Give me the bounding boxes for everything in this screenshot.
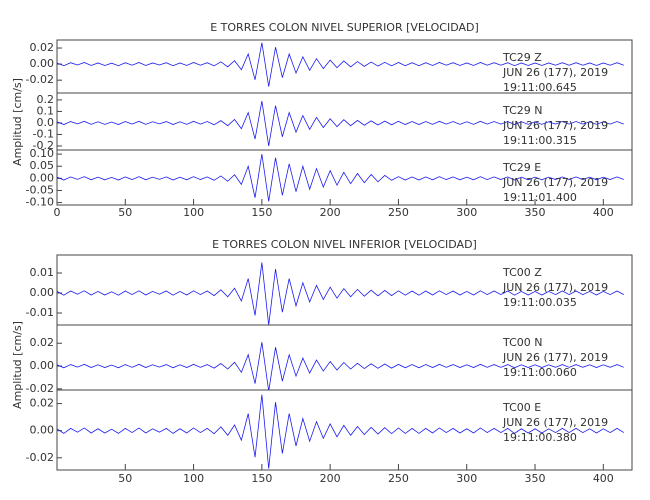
- x-tick-label: 400: [593, 206, 614, 219]
- y-tick-label: 0.10: [30, 147, 55, 160]
- x-tick-label: 300: [456, 472, 477, 485]
- y-axis-label: Amplitud [cm/s]: [11, 78, 24, 166]
- x-tick-label: 200: [320, 472, 341, 485]
- trace-annotation: TC00 N: [502, 336, 542, 349]
- x-tick-label: 350: [525, 206, 546, 219]
- trace-annotation: JUN 26 (177), 2019: [502, 176, 608, 189]
- waveform: [57, 342, 624, 390]
- y-tick-label: 0.00: [30, 57, 55, 70]
- x-tick-label: 300: [456, 206, 477, 219]
- trace-annotation: JUN 26 (177), 2019: [502, 119, 608, 132]
- y-tick-label: -0.02: [26, 73, 54, 86]
- chart-title: E TORRES COLON NIVEL INFERIOR [VELOCIDAD…: [212, 238, 477, 251]
- x-tick-label: 150: [251, 472, 272, 485]
- y-tick-label: -0.01: [26, 306, 54, 319]
- trace-annotation: 19:11:01.400: [503, 191, 577, 204]
- trace-annotation: 19:11:00.380: [503, 431, 577, 444]
- y-tick-label: 0.00: [30, 286, 55, 299]
- trace-annotation: 19:11:00.645: [503, 81, 577, 94]
- trace-annotation: TC29 E: [502, 161, 541, 174]
- waveform: [57, 154, 624, 202]
- y-tick-label: 0.00: [30, 171, 55, 184]
- trace-annotation: JUN 26 (177), 2019: [502, 416, 608, 429]
- y-tick-label: 0.02: [30, 336, 55, 349]
- trace-annotation: TC00 E: [502, 401, 541, 414]
- trace-annotation: 19:11:00.315: [503, 134, 577, 147]
- x-tick-label: 400: [593, 472, 614, 485]
- y-tick-label: -0.2: [33, 139, 54, 152]
- waveform: [57, 394, 625, 469]
- x-tick-label: 150: [251, 206, 272, 219]
- trace-annotation: TC29 Z: [502, 51, 542, 64]
- y-tick-label: 0.02: [30, 397, 55, 410]
- x-tick-label: 200: [320, 206, 341, 219]
- y-tick-label: -0.02: [26, 382, 54, 395]
- x-tick-label: 50: [118, 206, 132, 219]
- x-tick-label: 250: [388, 206, 409, 219]
- trace-annotation: 19:11:00.035: [503, 296, 577, 309]
- y-tick-label: 0.2: [37, 93, 55, 106]
- x-tick-label: 100: [183, 206, 204, 219]
- y-tick-label: -0.02: [26, 451, 54, 464]
- trace-annotation: 19:11:00.060: [503, 366, 577, 379]
- y-tick-label: 0.01: [30, 266, 55, 279]
- y-tick-label: -0.1: [33, 127, 54, 140]
- waveform: [57, 262, 624, 325]
- panel-frame: [56, 389, 633, 471]
- trace-annotation: TC29 N: [502, 104, 542, 117]
- y-tick-label: 0.02: [30, 41, 55, 54]
- y-tick-label: 0.00: [30, 359, 55, 372]
- waveform: [57, 42, 624, 87]
- waveform: [57, 100, 624, 147]
- x-tick-label: 50: [118, 472, 132, 485]
- y-tick-label: 0.05: [30, 159, 55, 172]
- y-tick-label: -0.05: [26, 183, 54, 196]
- trace-annotation: JUN 26 (177), 2019: [502, 66, 608, 79]
- x-tick-label: 250: [388, 472, 409, 485]
- y-axis-label: Amplitud [cm/s]: [11, 321, 24, 409]
- x-tick-label: 0: [54, 206, 61, 219]
- chart-title: E TORRES COLON NIVEL SUPERIOR [VELOCIDAD…: [210, 21, 479, 34]
- x-tick-label: 350: [525, 472, 546, 485]
- trace-annotation: JUN 26 (177), 2019: [502, 351, 608, 364]
- y-tick-label: 0.1: [37, 104, 55, 117]
- trace-annotation: JUN 26 (177), 2019: [502, 281, 608, 294]
- x-tick-label: 100: [183, 472, 204, 485]
- y-tick-label: 0.00: [30, 424, 55, 437]
- y-tick-label: -0.10: [26, 196, 54, 209]
- y-tick-label: 0.0: [37, 116, 55, 129]
- trace-annotation: TC00 Z: [502, 266, 542, 279]
